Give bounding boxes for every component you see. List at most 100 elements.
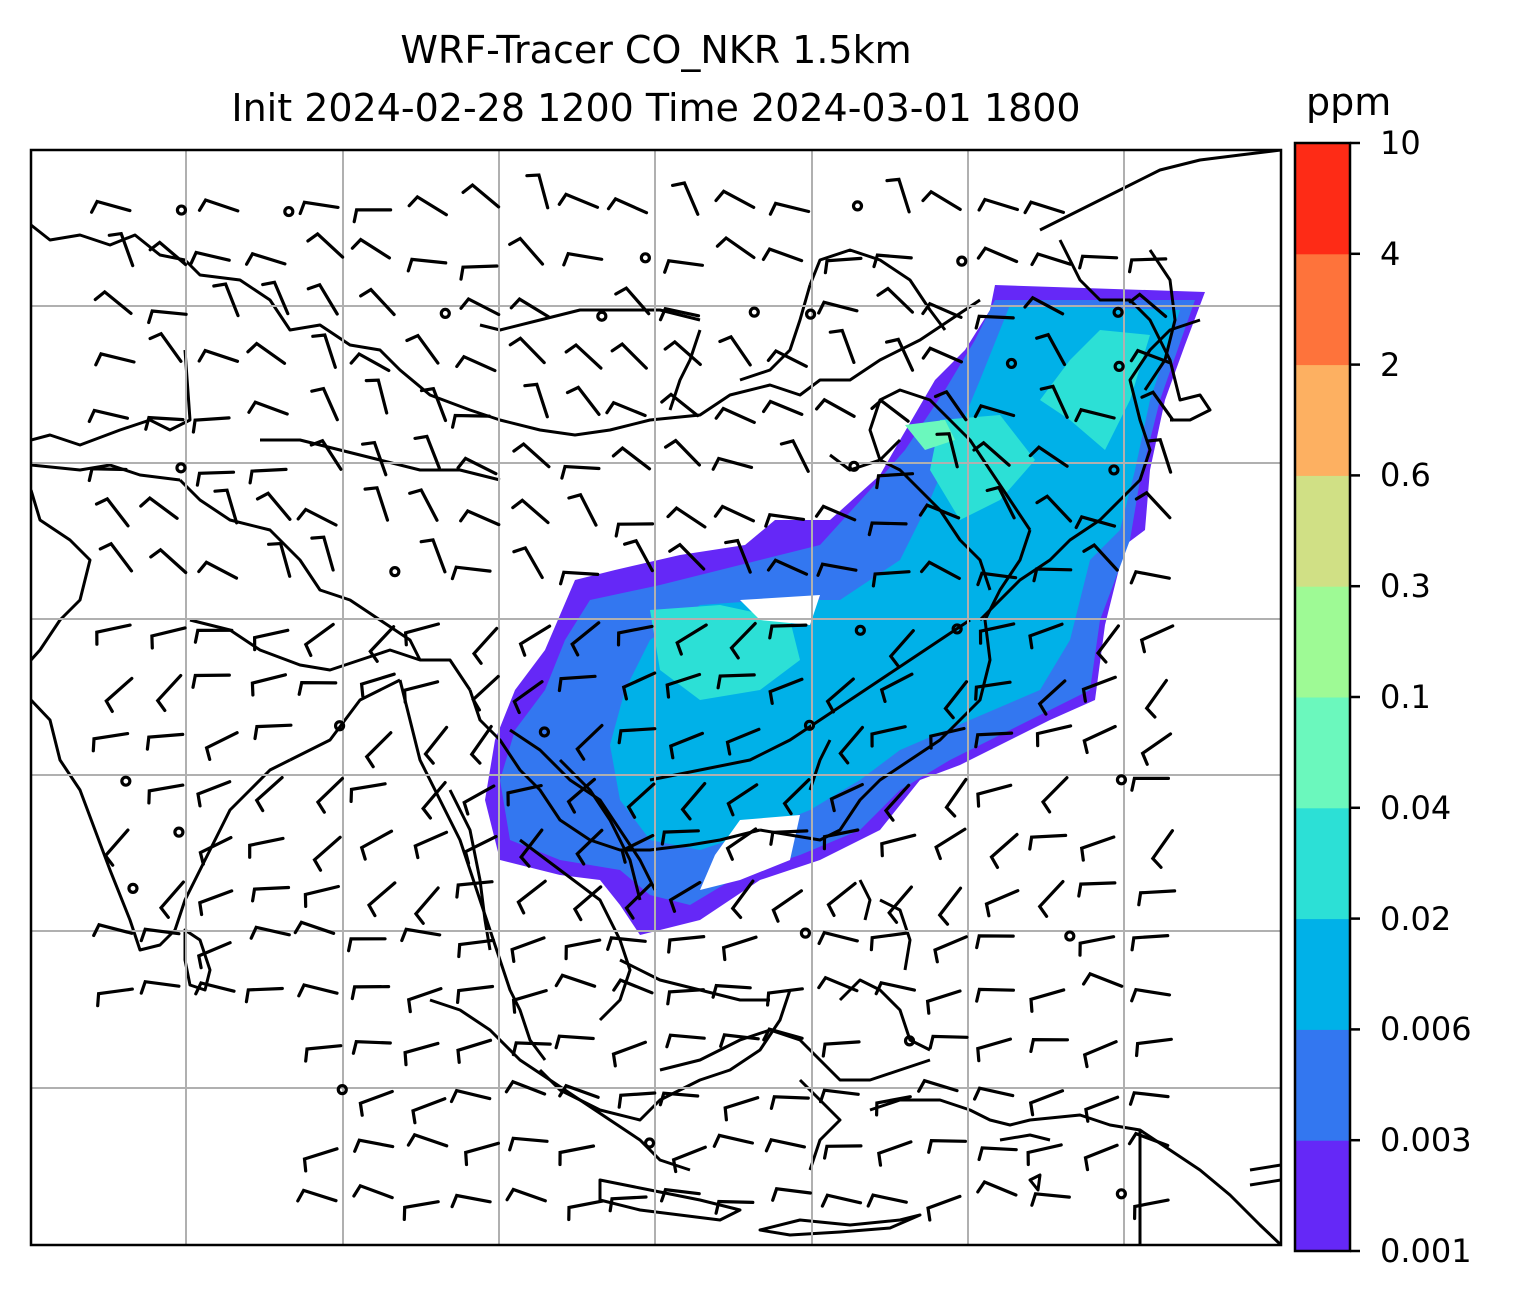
wind-barb [150,626,187,650]
wind-barb [408,488,439,522]
wind-barb [974,680,1012,701]
wind-barb [975,934,1015,950]
wind-barb [928,1034,969,1050]
gridlines [31,150,1281,1245]
wind-barb [838,725,864,765]
wind-barb [566,777,596,814]
colorbar-tick-label: 0.003 [1380,1121,1472,1160]
wind-barb [664,438,701,467]
calm-wind-marker [596,310,608,322]
wind-barb [510,936,546,963]
wind-barb [148,331,183,363]
wind-barb [350,985,391,1001]
wind-barb [191,416,231,434]
wind-barb [310,535,335,572]
wind-barb [1083,1143,1119,1172]
wind-barb [352,208,393,224]
wind-barb [926,1194,962,1222]
colorbar-segment [1295,586,1350,698]
wind-barb [213,488,239,525]
wind-barb [725,727,761,756]
wind-barb [363,486,390,522]
wind-barb [249,925,291,940]
wind-barb [1074,515,1117,530]
wind-barb [976,571,1018,587]
wind-barb [972,440,1011,467]
wind-barb [1130,987,1172,1003]
wind-barb [253,723,293,741]
wind-barb [605,400,647,418]
wind-barb [197,348,240,363]
wind-barb [769,1095,810,1110]
wind-barb [419,386,448,423]
wind-barb [1095,624,1120,664]
wind-barb [506,784,543,807]
calm-wind-marker [389,566,401,578]
wind-barb [196,941,232,970]
wind-barb [303,622,335,657]
wind-barb [668,542,706,571]
wind-barb [975,987,1015,1003]
wind-barb [817,300,859,315]
wind-barb [610,342,648,370]
wind-barb [403,622,440,647]
wind-barb [312,835,342,872]
wind-barb [455,880,494,899]
wind-barb [575,723,604,761]
wind-barb [147,783,185,805]
wind-barb [462,784,496,816]
wind-barb [1030,252,1072,267]
wind-barb [455,354,497,373]
wind-barb [711,456,754,471]
wind-barb [1078,254,1119,270]
colorbar-segment [1295,253,1350,366]
wind-barb [879,672,914,703]
wind-barb [766,348,808,368]
wind-barb [1035,332,1067,367]
plume-level-3c [650,605,800,700]
wind-barb [762,399,804,416]
wind-barb [665,1033,706,1049]
wind-barb [943,680,969,720]
wind-barb [977,1146,1018,1162]
wind-barb [148,240,188,267]
wind-barb [712,1133,754,1148]
wind-barb [559,570,600,586]
wind-barb [554,973,597,988]
wind-barb [616,624,654,647]
wind-barb [1081,675,1117,703]
wind-barb [976,1037,1012,1063]
colorbar-tick-marks [1350,141,1360,1253]
wind-barb [402,1200,440,1221]
wind-barb [1140,732,1173,766]
wind-barb [1140,390,1175,422]
wind-barb [459,296,501,317]
wind-barbs [87,173,1177,1222]
colorbar-segment [1295,364,1350,476]
wind-barb [94,496,130,528]
wind-barb [91,732,130,753]
wind-barb [562,251,604,267]
wind-barb [1128,257,1168,274]
wind-barb [608,1195,648,1213]
wind-barb [771,1187,812,1202]
wind-barb [570,621,601,657]
wind-barb [525,173,550,210]
wind-barb [877,1140,913,1167]
wind-barb [255,491,292,521]
calm-wind-marker [1005,357,1018,370]
wind-barb [660,829,700,846]
wind-barb [1028,833,1068,851]
wind-barb [411,1097,447,1125]
wind-barb [158,880,185,919]
wind-barb [978,622,1016,645]
wind-barb [715,235,756,260]
wind-barb [293,920,336,935]
wind-barb [719,1033,760,1048]
wind-barb [917,1078,959,1093]
wind-barb [512,680,544,715]
wind-barb [718,334,752,367]
wind-barb [1037,679,1067,716]
wind-barb [989,832,1019,869]
wind-barb [351,1040,392,1055]
